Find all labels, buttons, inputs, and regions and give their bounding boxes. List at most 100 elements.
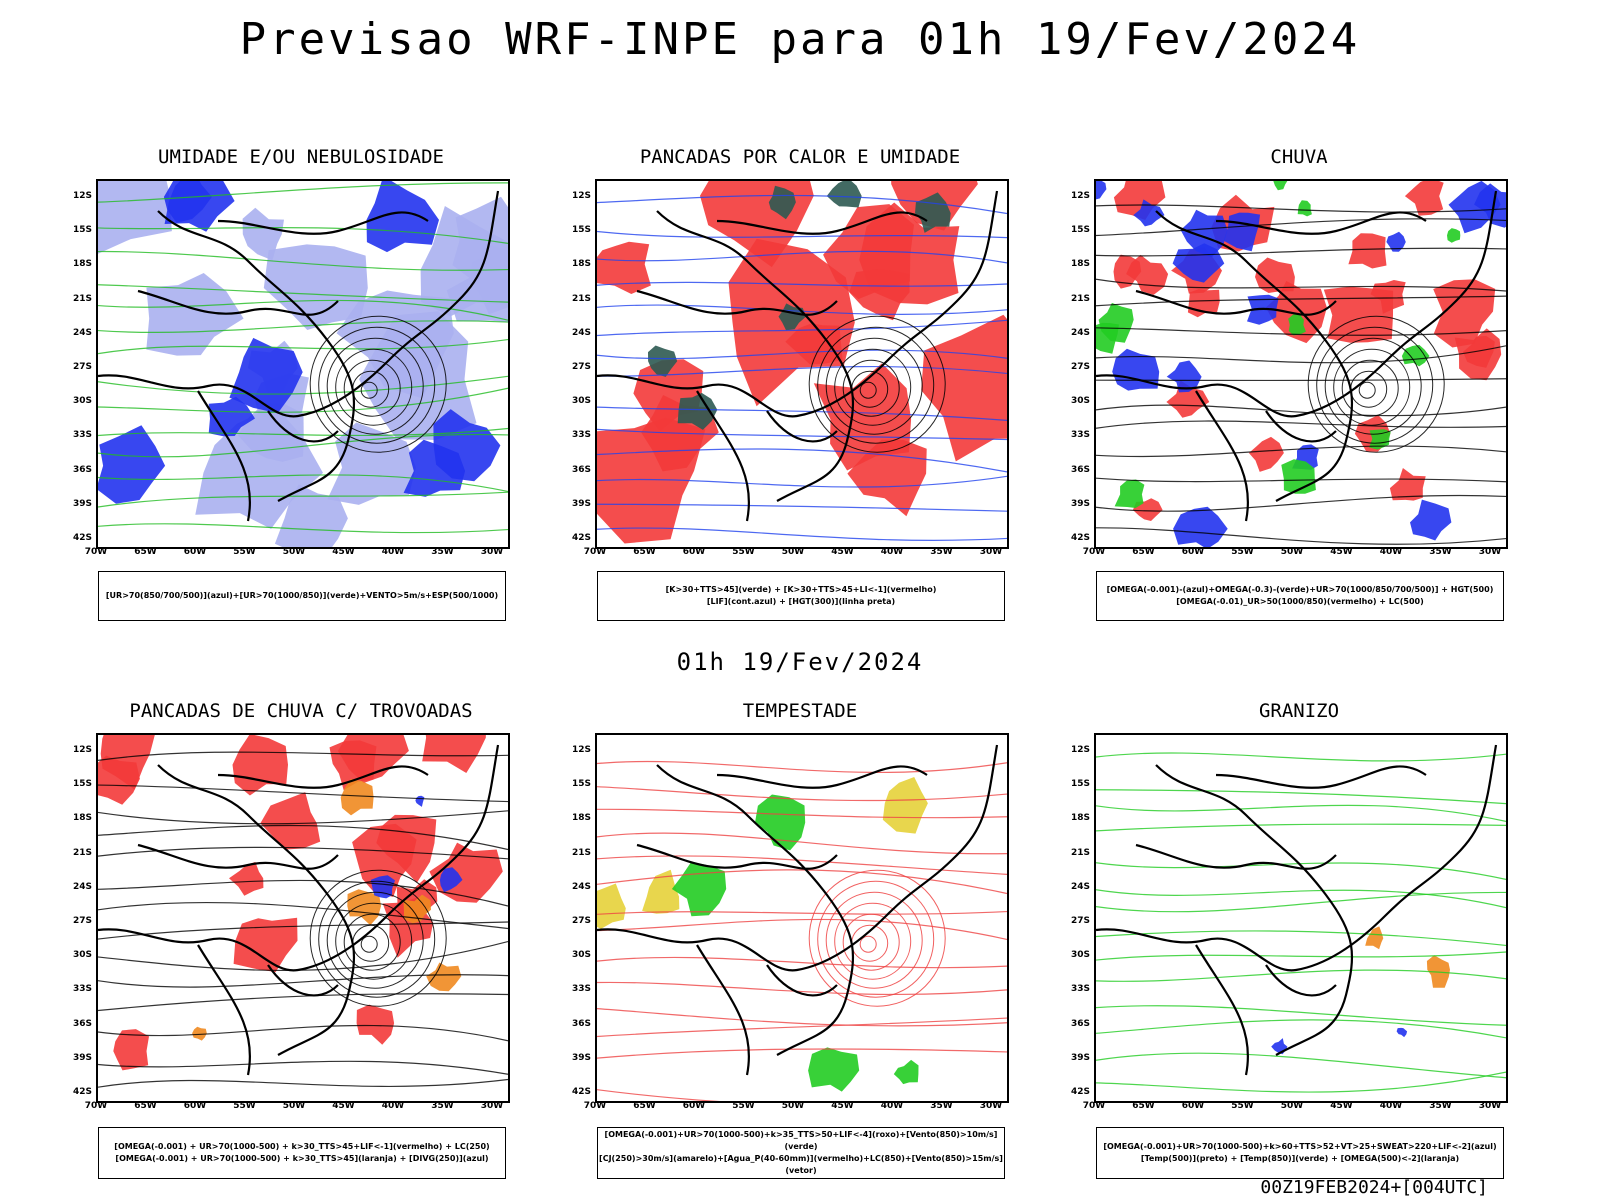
longitude-label: 45W <box>831 1101 854 1111</box>
latitude-label: 39S <box>571 498 591 509</box>
contour-line <box>98 387 508 413</box>
border-line <box>1096 190 1498 418</box>
latitude-label: 36S <box>72 1018 92 1029</box>
border-line <box>157 764 356 1056</box>
field-area <box>1112 348 1160 391</box>
latitude-label: 30S <box>1070 396 1090 407</box>
contour-line <box>98 879 508 907</box>
longitude-label: 70W <box>583 1101 607 1111</box>
longitude-label: 70W <box>1082 547 1106 557</box>
longitude-label: 45W <box>332 1101 355 1111</box>
field-area <box>1248 436 1284 472</box>
contour-line <box>1096 1071 1506 1093</box>
cyclone-contour <box>326 891 424 989</box>
contour-line <box>98 523 508 534</box>
panel-title: PANCADAS POR CALOR E UMIDADE <box>639 146 961 168</box>
longitude-label: 55W <box>1231 1101 1254 1111</box>
longitude-label: 65W <box>1132 1101 1155 1111</box>
contour-line <box>1096 969 1506 982</box>
latitude-label: 39S <box>1070 498 1090 509</box>
field-area <box>146 273 244 356</box>
border-line <box>217 211 429 235</box>
longitude-label: 60W <box>1181 1101 1205 1111</box>
latitude-label: 21S <box>571 293 591 304</box>
field-area <box>429 842 503 903</box>
contour-line <box>1096 327 1506 336</box>
contour-line <box>98 1060 508 1075</box>
longitude-label: 45W <box>1330 1101 1353 1111</box>
contour-line <box>597 981 1007 996</box>
cyclone-contour <box>309 869 447 1007</box>
forecast-map <box>96 179 510 549</box>
field-area <box>597 241 651 294</box>
longitude-label: 70W <box>1082 1101 1106 1111</box>
latitude-label: 18S <box>72 813 92 824</box>
latitude-label: 15S <box>571 225 591 236</box>
contour-line <box>1096 1052 1506 1079</box>
border-line <box>597 190 999 418</box>
latitude-label: 36S <box>72 464 92 475</box>
main-title: Previsao WRF-INPE para 01h 19/Fev/2024 <box>239 14 1361 65</box>
field-area <box>1404 181 1444 216</box>
latitude-label: 36S <box>571 464 591 475</box>
legend-line: [OMEGA(-0.001)+UR>70(1000-500)+k>60+TTS>… <box>1103 1142 1497 1151</box>
border-line <box>1096 744 1498 972</box>
contour-line <box>98 993 508 1012</box>
latitude-label: 30S <box>571 396 591 407</box>
contour-line <box>597 869 1007 895</box>
longitude-label: 45W <box>332 547 355 557</box>
border-line <box>656 764 855 1056</box>
longitude-label: 55W <box>732 1101 755 1111</box>
latitude-label: 24S <box>571 327 591 338</box>
field-area <box>233 917 298 973</box>
contour-line <box>1096 752 1506 762</box>
latitude-label: 36S <box>571 1018 591 1029</box>
border-line <box>1215 765 1427 789</box>
field-area <box>433 409 501 482</box>
forecast-map <box>96 733 510 1103</box>
legend-line: [OMEGA(-0.001) + UR>70(1000-500) + k>30_… <box>115 1154 489 1163</box>
contour-line <box>597 365 1007 377</box>
contour-line <box>1096 247 1506 257</box>
field-area <box>439 867 463 893</box>
contour-line <box>98 338 508 355</box>
field-area <box>98 181 172 254</box>
longitude-label: 40W <box>1379 1101 1403 1111</box>
border-line <box>696 390 751 522</box>
latitude-label: 27S <box>571 362 591 372</box>
contour-line <box>597 910 1007 915</box>
field-area <box>921 314 1007 462</box>
cyclone-contour <box>343 359 401 417</box>
longitude-label: 30W <box>1478 547 1502 557</box>
field-area <box>415 795 425 807</box>
contour-line <box>597 956 1007 969</box>
contour-line <box>597 786 1007 802</box>
map-canvas <box>98 735 508 1088</box>
border-line <box>267 964 339 997</box>
contour-line <box>98 182 508 203</box>
field-area <box>893 1059 919 1085</box>
longitude-label: 65W <box>633 1101 656 1111</box>
contour-line <box>1096 823 1506 832</box>
latitude-label: 21S <box>571 847 591 858</box>
latitude-label: 39S <box>571 1052 591 1063</box>
contour-line <box>597 319 1007 337</box>
latitude-label: 42S <box>72 1087 92 1097</box>
contour-line <box>1096 1005 1506 1026</box>
longitude-label: 50W <box>781 547 805 557</box>
field-area <box>882 777 928 834</box>
latitude-label: 27S <box>1070 362 1090 372</box>
contour-line <box>1096 295 1506 307</box>
border-line <box>716 211 928 235</box>
field-area <box>849 269 910 321</box>
field-area <box>1273 181 1288 191</box>
field-area <box>403 894 431 924</box>
field-area <box>356 1004 395 1045</box>
panel-legend: [OMEGA(-0.001)+UR>70(1000-500)+k>35_TTS>… <box>597 1127 1005 1179</box>
contour-line <box>1096 278 1506 292</box>
field-area <box>113 1029 149 1071</box>
contour-line <box>597 1008 1007 1027</box>
longitude-label: 55W <box>1231 547 1254 557</box>
contour-line <box>98 940 508 972</box>
border-line <box>217 765 429 789</box>
